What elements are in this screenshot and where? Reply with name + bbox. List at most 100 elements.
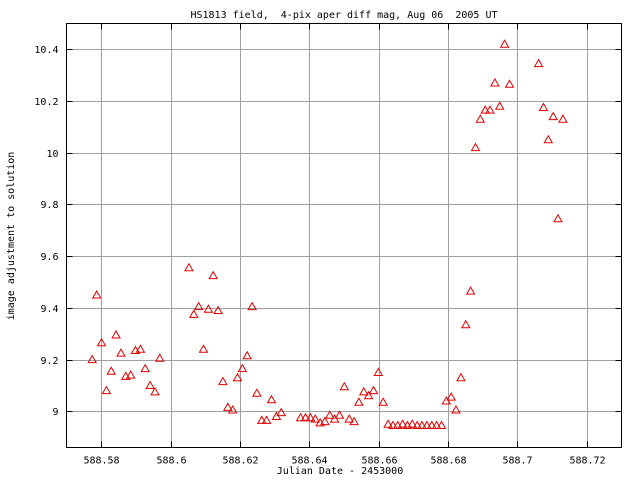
data-point-triangle	[339, 381, 350, 391]
x-axis-label: Julian Date - 2453000	[277, 466, 403, 477]
data-point-triangle	[417, 420, 427, 429]
data-point-triangle	[456, 372, 466, 382]
x-tick-label: 588.58	[83, 456, 119, 467]
data-point-triangle	[383, 419, 393, 428]
data-point-triangle	[460, 319, 471, 329]
data-point-triangle	[227, 404, 238, 414]
data-point-triangle	[412, 420, 423, 429]
data-point-triangle	[247, 301, 257, 311]
axis-ticks	[66, 23, 622, 448]
data-point-triangle	[261, 415, 272, 424]
data-point-triangle	[397, 419, 408, 428]
data-point-triangle	[242, 350, 253, 360]
data-point-triangle	[543, 134, 554, 144]
data-point-triangle	[533, 58, 544, 68]
data-point-triangle	[558, 114, 568, 123]
data-point-triangle	[548, 111, 559, 121]
data-point-triangle	[188, 309, 199, 318]
y-tick-label: 9	[52, 407, 58, 418]
data-point-triangle	[344, 414, 355, 423]
data-point-triangle	[363, 390, 374, 400]
data-point-triangle	[193, 301, 204, 311]
data-point-triangle	[154, 353, 165, 362]
data-point-triangle	[106, 366, 117, 375]
data-point-triangle	[256, 415, 267, 424]
data-point-triangle	[431, 420, 442, 429]
data-point-triangle	[96, 337, 107, 347]
data-point-triangle	[490, 77, 500, 87]
y-tick-label: 9.2	[40, 356, 58, 367]
data-points	[87, 39, 568, 429]
data-point-triangle	[111, 329, 121, 339]
data-point-triangle	[305, 412, 316, 422]
data-point-triangle	[470, 142, 481, 152]
data-point-triangle	[295, 412, 306, 422]
data-point-triangle	[334, 410, 345, 419]
data-point-triangle	[354, 397, 364, 406]
data-point-triangle	[140, 363, 151, 373]
data-point-triangle	[475, 114, 486, 123]
data-point-triangle	[499, 39, 510, 48]
x-tick-label: 588.62	[222, 456, 258, 467]
data-point-triangle	[378, 397, 389, 406]
y-tick-labels: 9 9.2 9.4 9.6 9.8 10 10.2 10.4	[34, 45, 58, 418]
data-point-triangle	[373, 367, 384, 376]
x-tick-label: 588.6	[156, 456, 186, 467]
y-tick-label: 9.6	[40, 252, 58, 263]
data-point-triangle	[91, 289, 102, 299]
data-point-triangle	[135, 344, 146, 353]
data-point-triangle	[232, 372, 243, 382]
data-point-triangle	[300, 412, 311, 422]
data-point-triangle	[485, 105, 495, 114]
data-point-triangle	[368, 385, 379, 395]
data-point-triangle	[184, 262, 194, 272]
data-point-triangle	[203, 304, 214, 313]
data-point-triangle	[87, 354, 98, 364]
data-point-triangle	[349, 416, 359, 426]
data-point-triangle	[266, 394, 277, 404]
data-point-triangle	[494, 101, 505, 110]
data-point-triangle	[451, 404, 461, 414]
data-point-triangle	[208, 270, 219, 280]
grid-lines	[66, 23, 622, 448]
data-point-triangle	[538, 102, 549, 111]
x-tick-label: 588.72	[569, 456, 605, 467]
data-point-triangle	[101, 385, 112, 395]
x-tick-label: 588.64	[291, 456, 327, 467]
x-tick-label: 588.68	[430, 456, 466, 467]
x-tick-label: 588.66	[361, 456, 397, 467]
data-point-triangle	[324, 410, 335, 419]
x-tick-label: 588.7	[502, 456, 532, 467]
data-point-triangle	[480, 105, 491, 114]
data-point-triangle	[198, 344, 209, 353]
plot-frame	[66, 23, 622, 448]
y-tick-label: 9.8	[40, 200, 58, 211]
y-tick-label: 10.2	[34, 97, 58, 108]
data-point-triangle	[358, 386, 369, 396]
data-point-triangle	[218, 376, 228, 386]
data-point-triangle	[422, 420, 432, 429]
data-point-triangle	[145, 380, 155, 389]
data-point-triangle	[276, 407, 287, 417]
data-point-triangle	[252, 388, 262, 397]
data-point-triangle	[465, 286, 476, 295]
data-point-triangle	[125, 370, 136, 379]
data-point-triangle	[320, 416, 330, 426]
y-tick-label: 10	[46, 149, 58, 160]
data-point-triangle	[213, 305, 223, 314]
data-point-triangle	[553, 213, 563, 223]
y-tick-label: 9.4	[40, 304, 58, 315]
data-point-triangle	[310, 414, 321, 423]
data-point-triangle	[407, 419, 418, 428]
data-point-triangle	[436, 420, 447, 429]
data-point-triangle	[504, 79, 515, 88]
data-point-triangle	[150, 386, 160, 396]
y-axis-label: image adjustment to solution	[6, 152, 17, 321]
data-point-triangle	[222, 402, 233, 411]
data-point-triangle	[446, 392, 457, 401]
data-point-triangle	[237, 363, 248, 373]
chart-title: HS1813 field, 4-pix aper diff mag, Aug 0…	[190, 10, 497, 21]
data-point-triangle	[116, 348, 126, 357]
data-point-triangle	[388, 420, 398, 429]
